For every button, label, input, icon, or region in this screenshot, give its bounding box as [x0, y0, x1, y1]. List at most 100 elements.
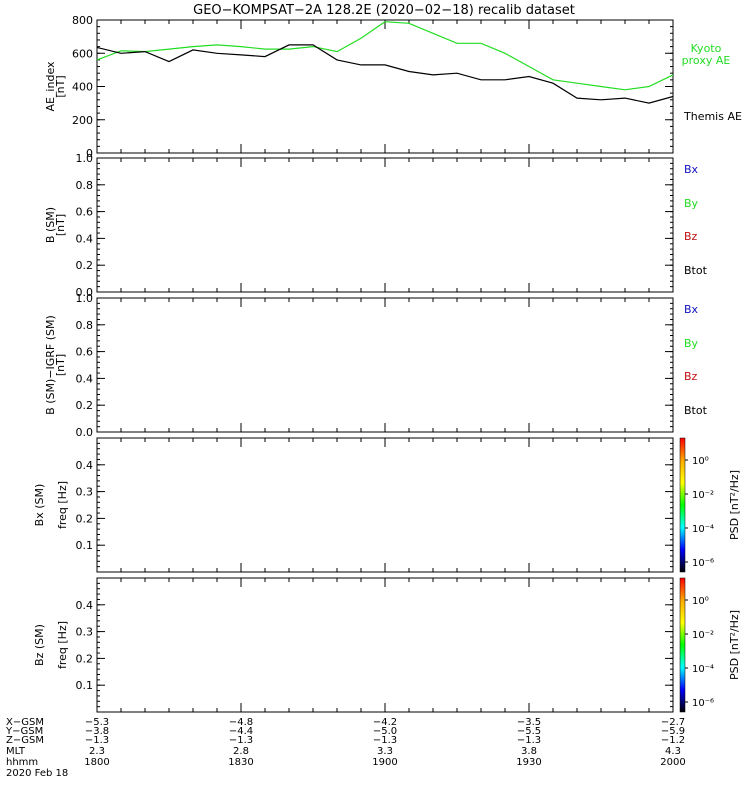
- y-tick-label: 0.2: [76, 512, 94, 525]
- y-tick-label: 200: [72, 114, 93, 127]
- panel-frame: [96, 437, 674, 573]
- x-axis-row-label: X−GSM: [6, 717, 44, 728]
- x-axis-tick-value: −5.0: [373, 726, 397, 737]
- y-axis-label: Bz (SM): [33, 624, 46, 666]
- legend-btot: Btot: [684, 264, 708, 277]
- panel-frame: [96, 157, 674, 293]
- x-axis-row-label: Y−GSM: [5, 726, 43, 737]
- x-axis-tick-value: −3.8: [85, 726, 109, 737]
- x-axis-tick-value: −5.3: [85, 717, 109, 728]
- x-axis-tick-value: 1800: [84, 757, 109, 768]
- x-axis-tick-value: −1.3: [229, 735, 253, 746]
- y-tick-label: 0.1: [76, 539, 94, 552]
- y-tick-label: 0.0: [76, 426, 94, 439]
- x-axis-tick-value: −4.2: [373, 717, 397, 728]
- legend-themis-ae: Themis AE: [683, 110, 742, 123]
- y-tick-label: 1.0: [76, 152, 94, 165]
- x-axis-tick-value: −2.7: [661, 717, 685, 728]
- x-axis-tick-value: 1900: [372, 757, 397, 768]
- series-line-themis-ae: [96, 44, 674, 104]
- colorbar: [679, 577, 686, 713]
- y-tick-label: 0.4: [76, 599, 94, 612]
- y-tick-label: 0.4: [76, 459, 94, 472]
- x-axis-tick-value: −1.3: [85, 735, 109, 746]
- y-tick-label: 0.8: [76, 179, 94, 192]
- legend-kyoto-proxy-ae: Kyoto: [691, 42, 722, 55]
- y-tick-label: 0.6: [76, 346, 94, 359]
- panel-bxspec: 0.1 0.2 0.3 0.4 Bx (SM) freq [Hz] 10⁰ 10⁻² 10⁻⁴ 1…: [33, 437, 741, 573]
- x-axis-tick-value: 1830: [228, 757, 253, 768]
- y-tick-label: 0: [86, 147, 93, 160]
- x-axis-tick-value: −4.4: [229, 726, 253, 737]
- x-axis-tick-value: −3.5: [517, 717, 541, 728]
- x-axis-tick-value: 2.3: [89, 746, 105, 757]
- x-axis-tick-value: −5.9: [661, 726, 685, 737]
- legend-bx: Bx: [684, 303, 699, 316]
- x-axis-tick-value: −5.5: [517, 726, 541, 737]
- y-axis-label: B (SM): [44, 207, 57, 243]
- y-tick-label: 0.0: [76, 286, 94, 299]
- y-tick-label: 0.2: [76, 399, 94, 412]
- x-axis-tick-value: −4.8: [229, 717, 253, 728]
- series-line-kyoto-proxy-ae: [96, 21, 674, 91]
- y-tick-label: 0.4: [76, 372, 94, 385]
- y-tick-label: 400: [72, 81, 93, 94]
- y-axis-unit: [nT]: [54, 354, 67, 376]
- x-axis-row-label: hhmm: [6, 757, 38, 768]
- x-axis-tick-value: 3.8: [521, 746, 537, 757]
- legend-by: By: [684, 337, 699, 350]
- x-axis-tick-value: 2000: [660, 757, 685, 768]
- colorbar-tick-label: 10⁻²: [692, 490, 714, 501]
- y-tick-label: 0.3: [76, 626, 94, 639]
- chart-title: GEO−KOMPSAT−2A 128.2E (2020−02−18) recal…: [193, 3, 575, 18]
- x-axis-tick-value: 1930: [516, 757, 541, 768]
- colorbar-tick-label: 10⁻⁶: [692, 698, 714, 709]
- y-tick-label: 0.3: [76, 486, 94, 499]
- colorbar-tick-label: 10⁰: [692, 456, 709, 467]
- y-axis-unit: freq [Hz]: [56, 621, 69, 669]
- y-tick-label: 1.0: [76, 292, 94, 305]
- legend-kyoto-proxy-ae: proxy AE: [682, 54, 731, 67]
- legend-by: By: [684, 197, 699, 210]
- legend-bz: Bz: [684, 230, 698, 243]
- y-tick-label: 0.1: [76, 679, 94, 692]
- y-axis-label: AE_index: [44, 61, 57, 112]
- legend-bx: Bx: [684, 163, 699, 176]
- colorbar-tick-label: 10⁻⁴: [692, 664, 714, 675]
- colorbar-tick-label: 10⁰: [692, 596, 709, 607]
- y-tick-label: 0.6: [76, 206, 94, 219]
- x-axis-row-label: MLT: [6, 746, 26, 757]
- x-axis-tick-value: −1.3: [373, 735, 397, 746]
- panel-frame: [96, 19, 674, 154]
- x-axis-row-label: Z−GSM: [6, 735, 44, 746]
- panel-bigrf: 0.0 0.2 0.4 0.6 0.8 1.0 B (SM)−IGRF (SM)[nT] Bx…: [44, 292, 708, 439]
- legend-btot: Btot: [684, 404, 708, 417]
- colorbar-tick-label: 10⁻⁶: [692, 558, 714, 569]
- y-tick-label: 0.2: [76, 652, 94, 665]
- colorbar: [679, 437, 686, 573]
- colorbar-label: PSD [nT²/Hz]: [728, 610, 741, 680]
- colorbar-tick-label: 10⁻²: [692, 630, 714, 641]
- y-tick-label: 600: [72, 47, 93, 60]
- x-axis-tick-value: 4.3: [665, 746, 681, 757]
- y-tick-label: 0.8: [76, 319, 94, 332]
- y-axis-label: B (SM)−IGRF (SM): [44, 315, 57, 415]
- x-axis-date: 2020 Feb 18: [6, 768, 68, 779]
- colorbar-tick-label: 10⁻⁴: [692, 524, 714, 535]
- y-tick-label: 0.4: [76, 232, 94, 245]
- legend-bz: Bz: [684, 370, 698, 383]
- x-axis-tick-value: −1.3: [517, 735, 541, 746]
- y-axis-unit: [nT]: [54, 214, 67, 236]
- y-tick-label: 800: [72, 14, 93, 27]
- colorbar-label: PSD [nT²/Hz]: [728, 470, 741, 540]
- panel-frame: [96, 297, 674, 433]
- panel-bsm: 0.0 0.2 0.4 0.6 0.8 1.0 B (SM)[nT] Bx By Bz Btot: [44, 152, 708, 299]
- x-axis-tick-value: 2.8: [233, 746, 249, 757]
- y-axis-unit: freq [Hz]: [56, 481, 69, 529]
- panel-bzspec: 0.1 0.2 0.3 0.4 Bz (SM) freq [Hz] 10⁰ 10⁻² 10⁻⁴ 1…: [33, 577, 741, 713]
- x-axis-tick-value: 3.3: [377, 746, 393, 757]
- panel-frame: [96, 577, 674, 713]
- y-axis-unit: [nT]: [54, 75, 67, 97]
